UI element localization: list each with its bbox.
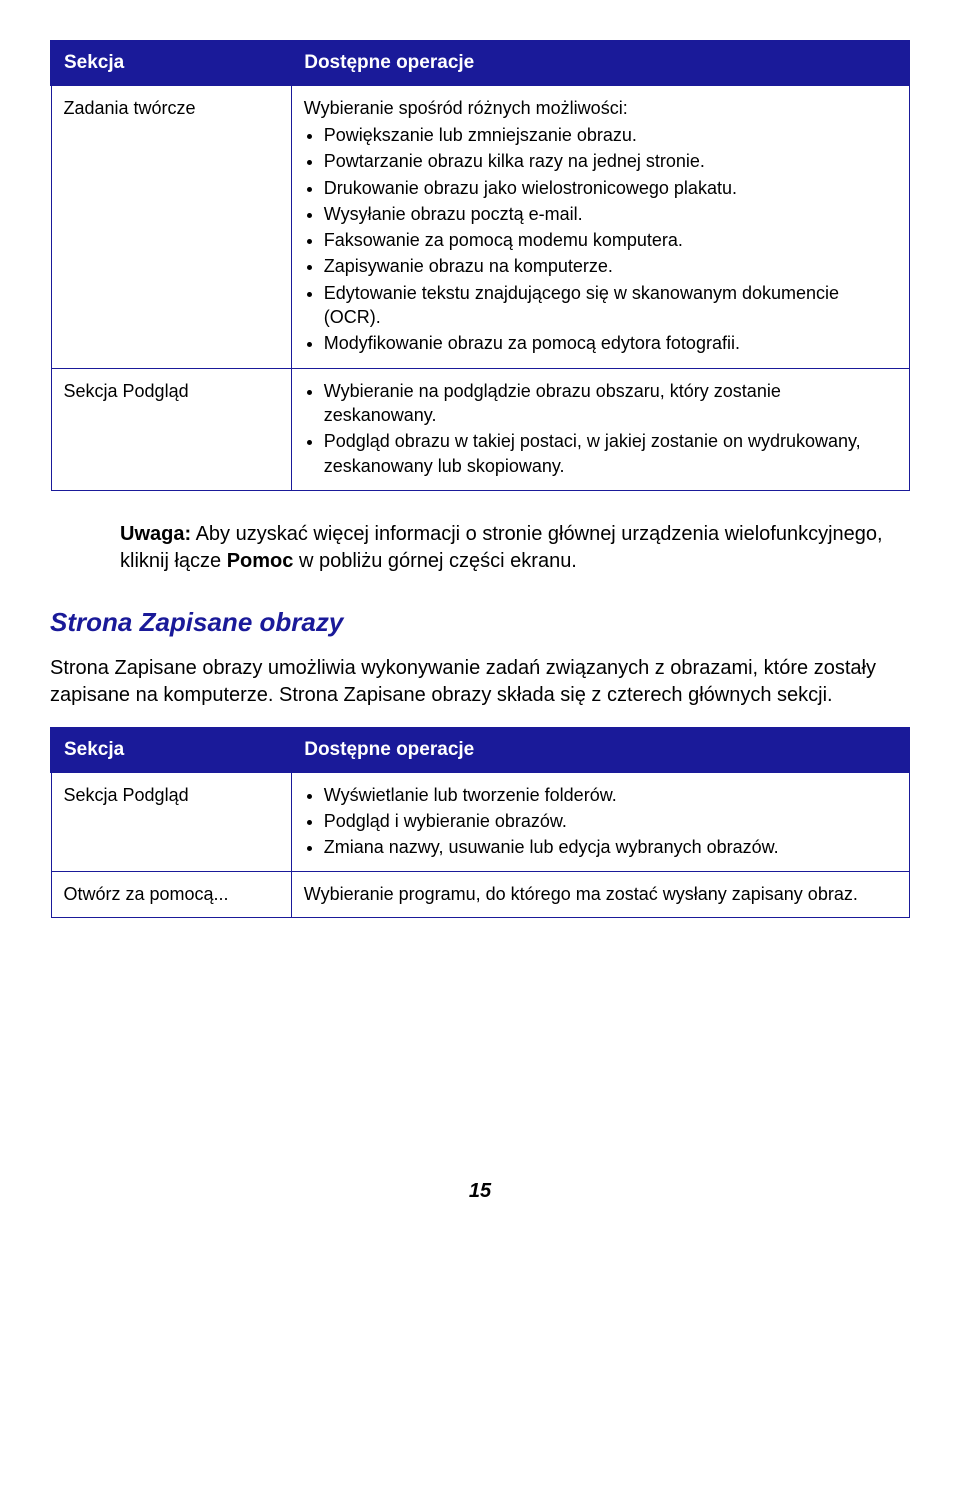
list-item: Zmiana nazwy, usuwanie lub edycja wybran… (324, 835, 897, 859)
list-item: Wysyłanie obrazu pocztą e-mail. (324, 202, 897, 226)
table2-row1-right: Wybieranie programu, do którego ma zosta… (291, 872, 909, 917)
list-item: Drukowanie obrazu jako wielostronicowego… (324, 176, 897, 200)
table1-row0-right: Wybieranie spośród różnych możliwości: P… (291, 85, 909, 368)
section-paragraph: Strona Zapisane obrazy umożliwia wykonyw… (50, 655, 910, 709)
list-item: Modyfikowanie obrazu za pomocą edytora f… (324, 331, 897, 355)
table1-row1-right: Wybieranie na podglądzie obrazu obszaru,… (291, 368, 909, 490)
note-block: Uwaga: Aby uzyskać więcej informacji o s… (120, 521, 910, 575)
table1-row0-list: Powiększanie lub zmniejszanie obrazu. Po… (304, 123, 897, 356)
table1-row1-left: Sekcja Podgląd (51, 368, 291, 490)
page-number: 15 (50, 1178, 910, 1205)
note-text-after: w pobliżu górnej części ekranu. (293, 550, 576, 572)
table1-row0-left: Zadania twórcze (51, 85, 291, 368)
list-item: Podgląd i wybieranie obrazów. (324, 809, 897, 833)
table-row: Sekcja Podgląd Wyświetlanie lub tworzeni… (51, 772, 909, 872)
table-row: Otwórz za pomocą... Wybieranie programu,… (51, 872, 909, 917)
list-item: Podgląd obrazu w takiej postaci, w jakie… (324, 429, 897, 478)
list-item: Zapisywanie obrazu na komputerze. (324, 254, 897, 278)
table1-header-operations: Dostępne operacje (291, 41, 909, 85)
note-label: Uwaga: (120, 523, 191, 545)
list-item: Wybieranie na podglądzie obrazu obszaru,… (324, 379, 897, 428)
note-bold-link: Pomoc (227, 550, 294, 572)
table-row: Zadania twórcze Wybieranie spośród różny… (51, 85, 909, 368)
list-item: Wyświetlanie lub tworzenie folderów. (324, 783, 897, 807)
list-item: Faksowanie za pomocą modemu komputera. (324, 228, 897, 252)
operations-table-1: Sekcja Dostępne operacje Zadania twórcze… (50, 40, 910, 491)
table2-row0-right: Wyświetlanie lub tworzenie folderów. Pod… (291, 772, 909, 872)
table1-row1-list: Wybieranie na podglądzie obrazu obszaru,… (304, 379, 897, 478)
table1-row0-intro: Wybieranie spośród różnych możliwości: (304, 96, 897, 120)
table2-row0-left: Sekcja Podgląd (51, 772, 291, 872)
list-item: Powiększanie lub zmniejszanie obrazu. (324, 123, 897, 147)
table2-header-section: Sekcja (51, 728, 291, 772)
table2-row1-left: Otwórz za pomocą... (51, 872, 291, 917)
table2-header-operations: Dostępne operacje (291, 728, 909, 772)
section-heading: Strona Zapisane obrazy (50, 605, 910, 640)
table2-row0-list: Wyświetlanie lub tworzenie folderów. Pod… (304, 783, 897, 860)
table-row: Sekcja Podgląd Wybieranie na podglądzie … (51, 368, 909, 490)
operations-table-2: Sekcja Dostępne operacje Sekcja Podgląd … (50, 727, 910, 918)
list-item: Powtarzanie obrazu kilka razy na jednej … (324, 149, 897, 173)
table1-header-section: Sekcja (51, 41, 291, 85)
list-item: Edytowanie tekstu znajdującego się w ska… (324, 281, 897, 330)
